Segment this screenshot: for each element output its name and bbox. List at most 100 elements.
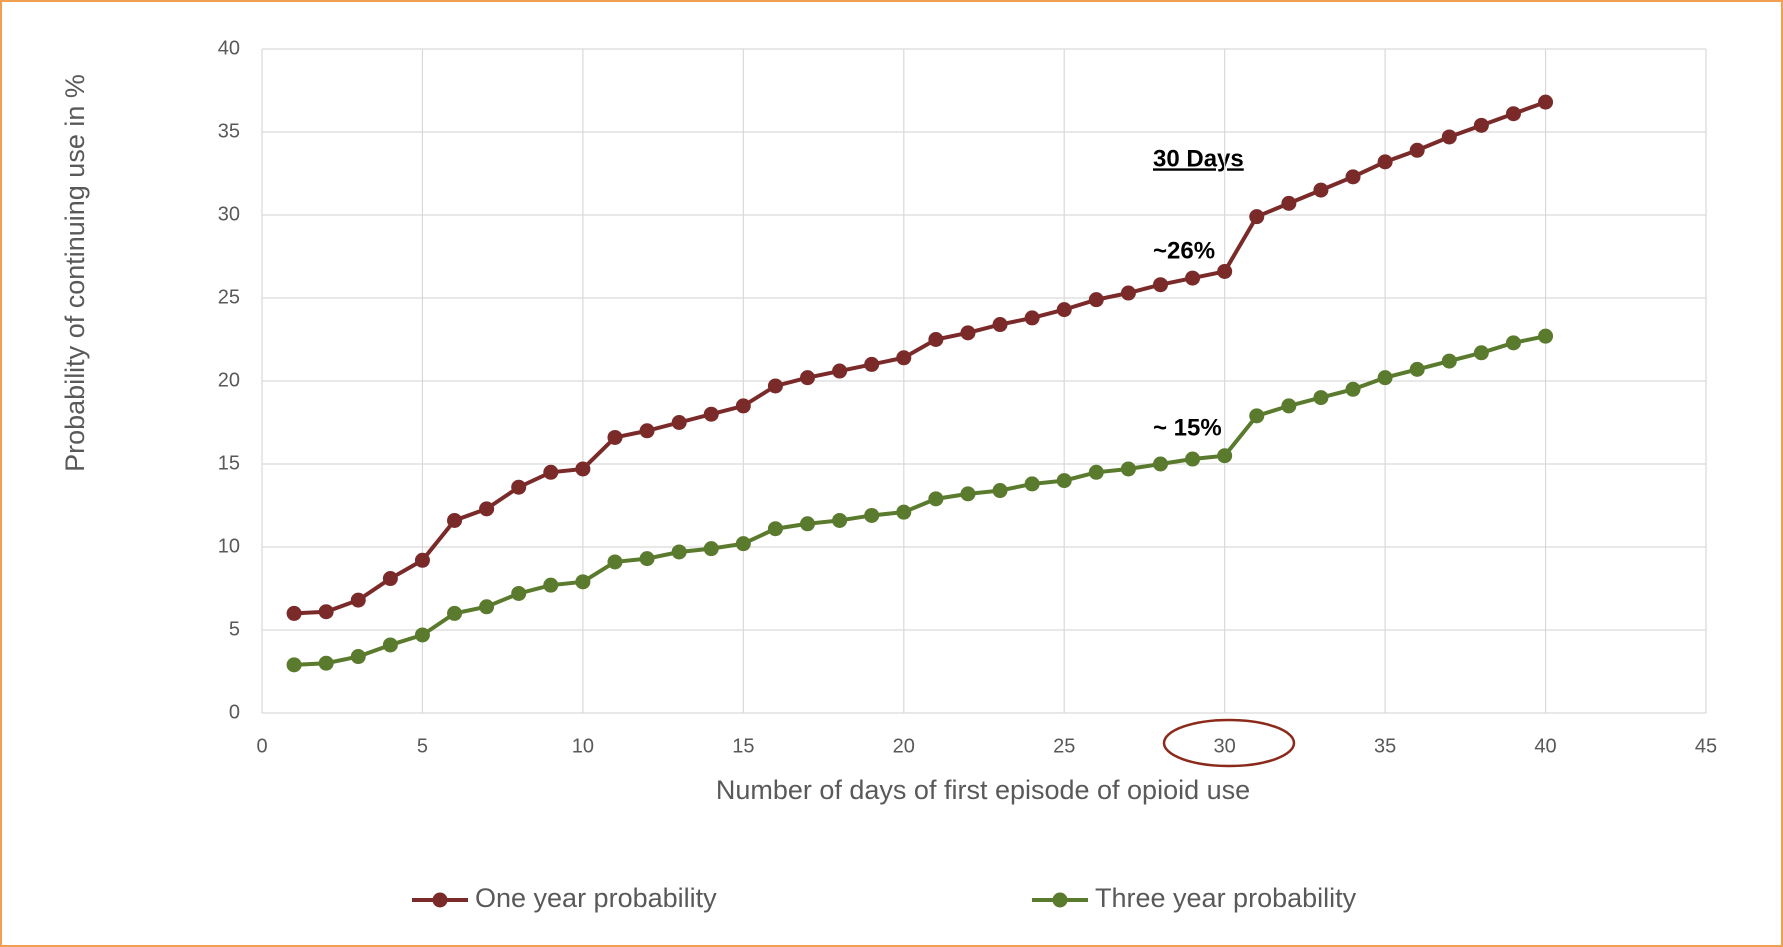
data-point <box>960 325 976 341</box>
legend-label: Three year probability <box>1095 883 1357 913</box>
data-point <box>992 317 1008 333</box>
data-point <box>703 406 719 422</box>
data-point <box>735 398 751 414</box>
data-point <box>607 554 623 570</box>
series-line <box>293 334 1546 667</box>
data-point <box>511 585 527 601</box>
data-point <box>1377 154 1393 170</box>
data-point <box>382 637 398 653</box>
data-point <box>1505 106 1521 122</box>
data-point <box>286 605 302 621</box>
data-point <box>800 370 816 386</box>
data-point <box>1056 473 1072 489</box>
data-point <box>767 521 783 537</box>
data-point <box>447 512 463 528</box>
data-point <box>896 504 912 520</box>
data-point <box>447 605 463 621</box>
x-axis-title: Number of days of first episode of opioi… <box>716 775 1250 805</box>
data-point <box>1281 195 1297 211</box>
data-point <box>960 486 976 502</box>
y-tick-label: 25 <box>218 286 240 308</box>
y-tick-label: 30 <box>218 203 240 225</box>
highlight-ellipse <box>1162 718 1296 768</box>
data-point <box>671 544 687 560</box>
data-point <box>1377 370 1393 386</box>
data-point <box>703 541 719 557</box>
data-point <box>928 491 944 507</box>
legend-label: One year probability <box>475 883 717 913</box>
data-point <box>1152 277 1168 293</box>
data-point <box>1120 285 1136 301</box>
data-point <box>575 461 591 477</box>
data-point <box>1473 117 1489 133</box>
y-tick-label: 10 <box>218 535 240 557</box>
y-tick-label: 40 <box>218 37 240 59</box>
data-point <box>1152 456 1168 472</box>
y-tick-label: 5 <box>229 618 240 640</box>
data-point <box>1441 129 1457 145</box>
data-point <box>543 577 559 593</box>
x-tick-label: 35 <box>1374 735 1396 757</box>
data-point <box>1505 335 1521 351</box>
data-point <box>350 592 366 608</box>
data-point <box>1024 476 1040 492</box>
x-tick-label: 45 <box>1695 735 1717 757</box>
y-tick-label: 0 <box>229 701 240 723</box>
data-point <box>1409 361 1425 377</box>
data-point <box>382 571 398 587</box>
data-point <box>832 363 848 379</box>
data-point <box>1120 461 1136 477</box>
data-point <box>1185 270 1201 286</box>
data-point <box>864 507 880 523</box>
x-tick-label: 25 <box>1053 735 1075 757</box>
data-point <box>1249 209 1265 225</box>
series-line <box>293 100 1547 616</box>
data-point <box>1088 292 1104 308</box>
data-point <box>1281 398 1297 414</box>
data-point <box>414 627 430 643</box>
data-point <box>1538 94 1554 110</box>
data-point <box>1473 345 1489 361</box>
data-point <box>286 657 302 673</box>
data-point <box>896 350 912 366</box>
data-point <box>543 464 559 480</box>
data-point <box>1313 390 1329 406</box>
data-point <box>1345 381 1361 397</box>
y-tick-label: 35 <box>218 120 240 142</box>
data-point <box>1217 263 1233 279</box>
data-point <box>575 574 591 590</box>
data-point <box>928 332 944 347</box>
data-point <box>479 501 495 517</box>
data-point <box>1056 302 1072 318</box>
data-point <box>671 415 687 430</box>
data-point <box>350 649 366 665</box>
data-point <box>832 512 848 528</box>
data-point <box>607 429 623 445</box>
y-tick-label: 15 <box>218 452 240 474</box>
y-axis-title: Probability of continuing use in % <box>60 74 90 472</box>
data-point <box>735 536 751 552</box>
legend-marker <box>1052 892 1068 908</box>
x-tick-label: 30 <box>1214 735 1236 757</box>
data-point <box>1441 353 1457 369</box>
data-point <box>414 552 430 568</box>
data-point <box>511 479 527 495</box>
data-point <box>1409 142 1425 158</box>
x-tick-label: 5 <box>417 735 428 757</box>
data-point <box>1313 182 1329 198</box>
data-point <box>864 356 880 372</box>
data-point <box>1249 408 1265 424</box>
data-point <box>800 516 816 532</box>
data-point <box>1345 169 1361 185</box>
x-tick-label: 40 <box>1534 735 1556 757</box>
y-tick-label: 20 <box>218 369 240 391</box>
data-point <box>1024 310 1040 326</box>
data-point <box>639 551 655 567</box>
x-tick-label: 0 <box>256 735 267 757</box>
data-point <box>1185 451 1201 467</box>
data-point <box>767 378 783 394</box>
x-tick-label: 10 <box>572 735 594 757</box>
data-point <box>318 604 334 620</box>
